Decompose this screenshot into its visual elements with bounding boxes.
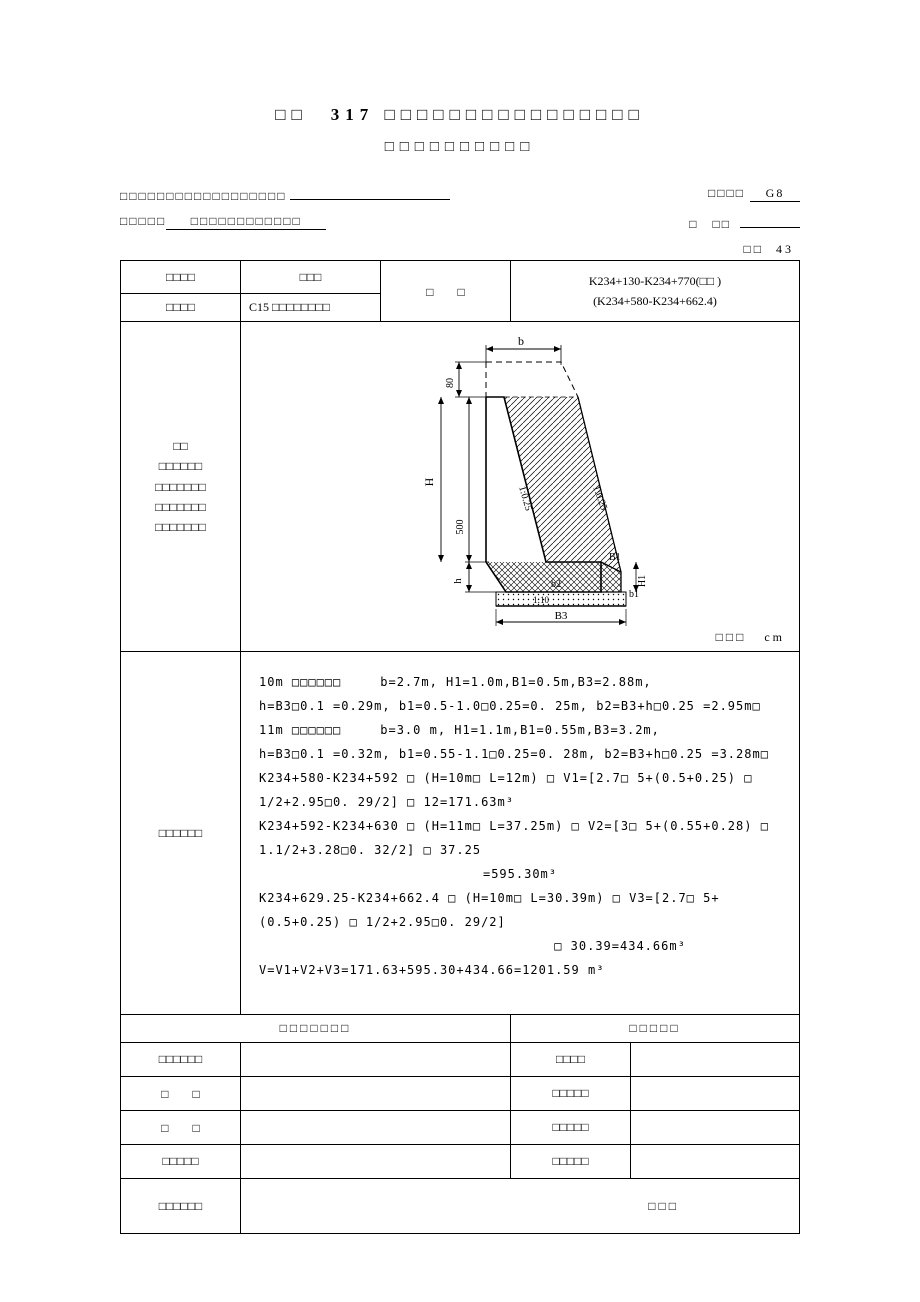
diagram-unit: cm: [764, 630, 785, 644]
meta1-right-label: □□□□: [708, 186, 745, 200]
stamp-cell: □□□: [241, 1179, 800, 1234]
sign-r4-blank: [631, 1145, 800, 1179]
page-number: 43: [776, 242, 794, 256]
meta1-left-label: □□□□□□□□□□□□□□□□□□: [120, 189, 286, 204]
svg-text:B3: B3: [555, 610, 568, 622]
svg-text:b2: b2: [551, 579, 561, 590]
sign-r1: □□□□: [511, 1043, 631, 1077]
diagram-left-label: □□ □□□□□□ □□□□□□□ □□□□□□□ □□□□□□□: [121, 322, 241, 652]
meta2-left-value: □□□□□□□□□□□□: [166, 214, 326, 230]
cross-section-diagram: b 80 H 500: [241, 327, 801, 647]
sign-l4-blank: [241, 1145, 511, 1179]
hdr-range-l1: K234+130-K234+770(□□ ): [519, 271, 791, 291]
hdr-r1c3: □ □: [381, 261, 511, 322]
svg-text:B1: B1: [609, 552, 621, 563]
calc-label: □□□□□□: [121, 652, 241, 1015]
sign-r3: □□□□□: [511, 1111, 631, 1145]
meta1-right-value: G8: [750, 186, 800, 202]
sign-r2-blank: [631, 1077, 800, 1111]
meta1-left-blank: [290, 186, 450, 200]
diagram-unit-label: □□□: [716, 630, 747, 644]
sign-r3-blank: [631, 1111, 800, 1145]
svg-text:b: b: [518, 334, 524, 348]
sign-l2: □ □: [121, 1077, 241, 1111]
hdr-r2c1: □□□□: [121, 294, 241, 322]
svg-text:b1: b1: [629, 589, 639, 600]
page-label: □□: [744, 242, 765, 256]
hdr-r1c1: □□□□: [121, 261, 241, 294]
svg-text:80: 80: [445, 378, 456, 388]
sign-right-header: □□□□□: [511, 1015, 800, 1043]
sub-title: □□□□□□□□□□: [120, 139, 800, 156]
sign-left-header: □□□□□□□: [121, 1015, 511, 1043]
calc-body: 10m □□□□□□ b=2.7m, H1=1.0m,B1=0.5m,B3=2.…: [241, 652, 800, 1015]
sign-r2: □□□□□: [511, 1077, 631, 1111]
sign-l1-blank: [241, 1043, 511, 1077]
hdr-range: K234+130-K234+770(□□ ) (K234+580-K234+66…: [511, 261, 800, 322]
meta2-left-label: □□□□□: [120, 214, 166, 229]
stamp-label: □□□: [648, 1199, 679, 1213]
sign-l2-blank: [241, 1077, 511, 1111]
sign-l3: □ □: [121, 1111, 241, 1145]
meta2-right-label: □ □□: [689, 217, 731, 231]
svg-text:H: H: [422, 477, 436, 486]
hdr-range-l2: (K234+580-K234+662.4): [519, 291, 791, 311]
sign-l1: □□□□□□: [121, 1043, 241, 1077]
svg-text:h: h: [452, 578, 464, 584]
opinion-label: □□□□□□: [121, 1179, 241, 1234]
svg-text:1:10: 1:10: [533, 595, 550, 605]
sign-r1-blank: [631, 1043, 800, 1077]
sign-l3-blank: [241, 1111, 511, 1145]
diagram-cell: b 80 H 500: [241, 322, 800, 652]
hdr-r1c2: □□□: [241, 261, 381, 294]
meta2-right-blank: [740, 214, 800, 228]
main-table: □□□□ □□□ □ □ K234+130-K234+770(□□ ) (K23…: [120, 260, 800, 1234]
svg-text:500: 500: [455, 519, 466, 534]
main-title: □□ 317 □□□□□□□□□□□□□□□□: [120, 100, 800, 125]
sign-r4: □□□□□: [511, 1145, 631, 1179]
sign-l4: □□□□□: [121, 1145, 241, 1179]
hdr-r2c2: C15 □□□□□□□□: [241, 294, 381, 322]
svg-text:H1: H1: [637, 575, 648, 587]
